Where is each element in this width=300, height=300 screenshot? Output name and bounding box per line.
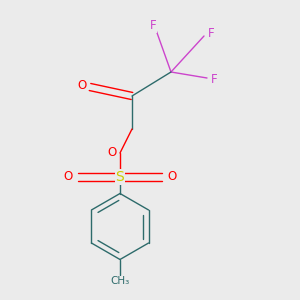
Text: S: S — [116, 170, 124, 184]
Text: O: O — [107, 146, 116, 160]
Text: O: O — [64, 170, 73, 184]
Text: O: O — [167, 170, 176, 184]
Text: F: F — [208, 27, 215, 40]
Text: O: O — [78, 79, 87, 92]
Text: CH₃: CH₃ — [110, 276, 130, 286]
Text: F: F — [211, 73, 218, 86]
Text: F: F — [150, 19, 156, 32]
